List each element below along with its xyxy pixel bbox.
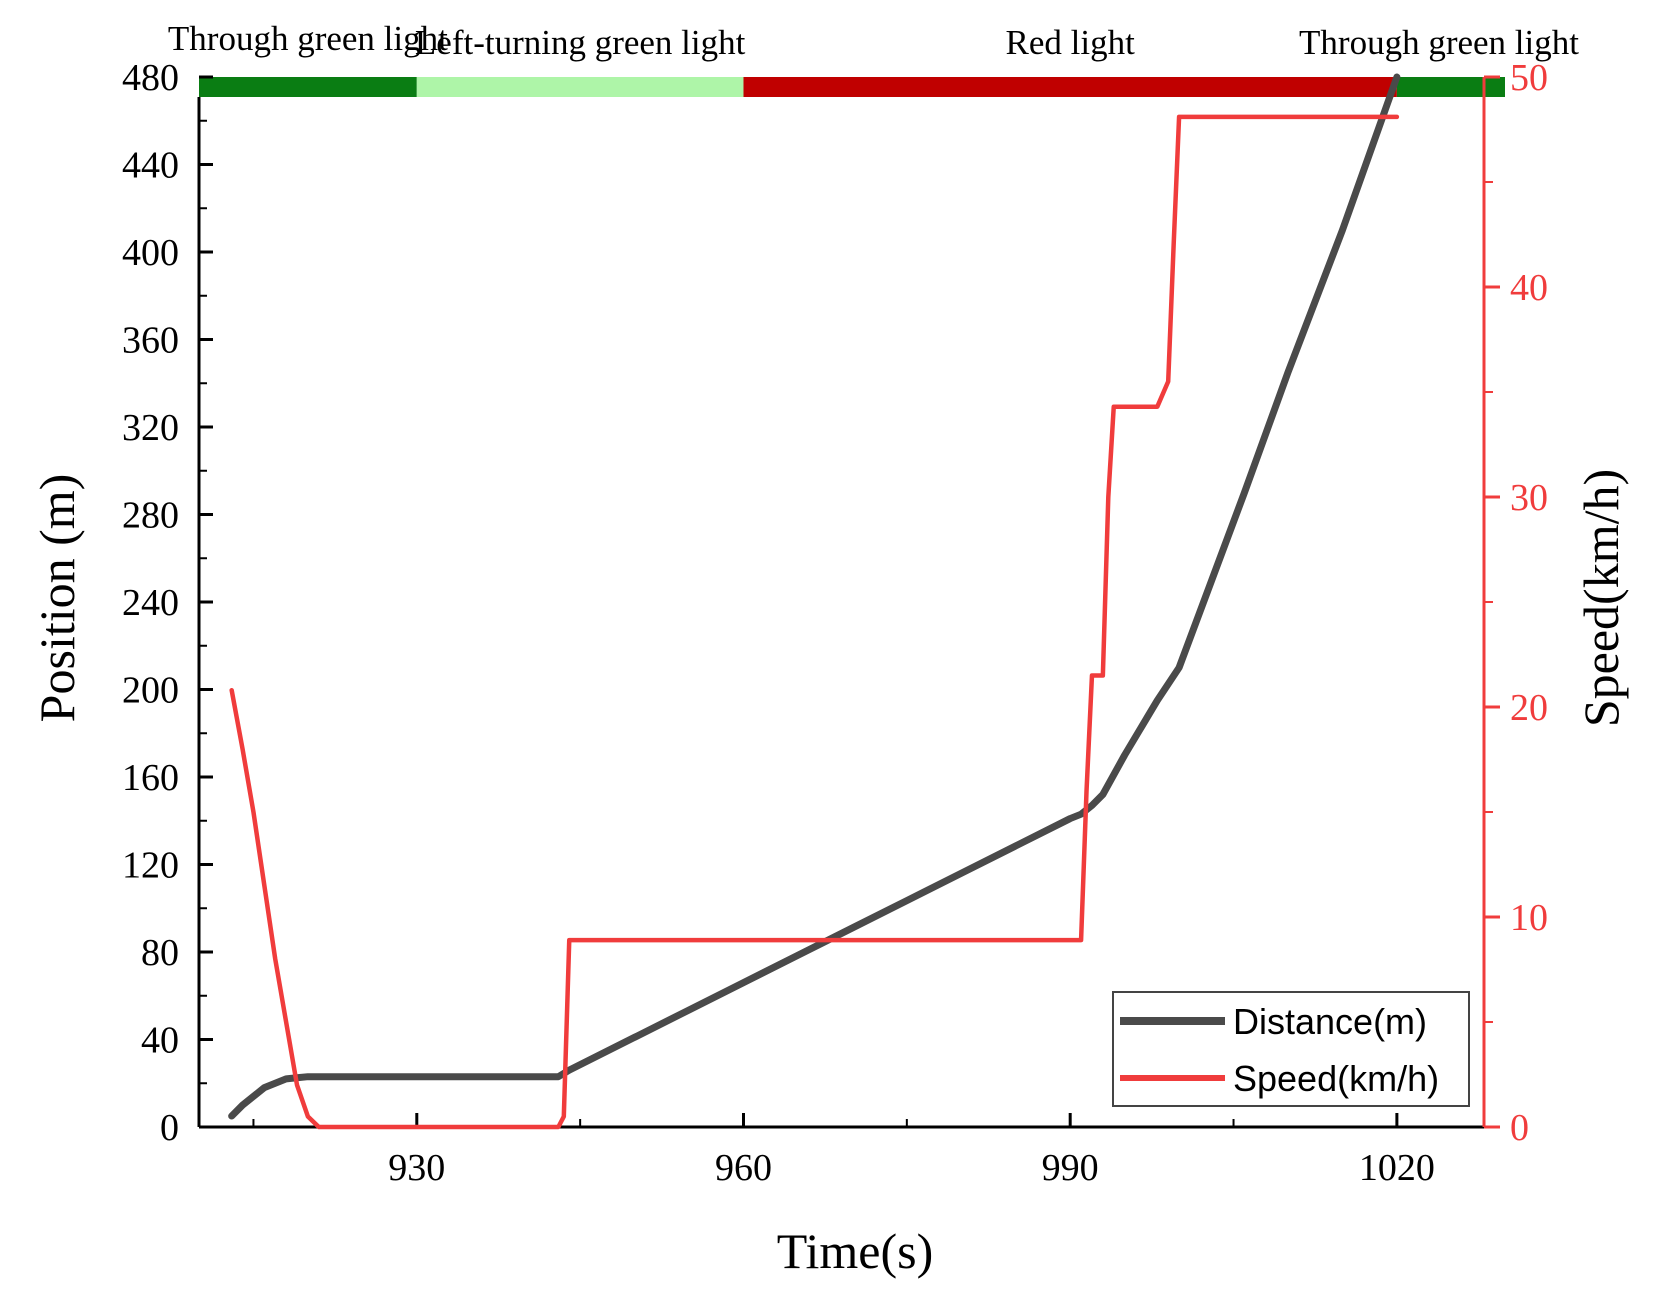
phase-label-3: Through green light	[1299, 23, 1579, 62]
y2-axis-title: Speed(km/h)	[1573, 469, 1629, 727]
x-tick-label: 1020	[1359, 1147, 1435, 1189]
x-axis-title: Time(s)	[777, 1223, 934, 1279]
y-tick-label: 480	[122, 57, 179, 99]
y2-tick-label: 20	[1510, 687, 1548, 729]
x-tick-label: 930	[388, 1147, 445, 1189]
x-tick-label: 990	[1042, 1147, 1099, 1189]
y-tick-label: 80	[141, 932, 179, 974]
series-layer	[228, 73, 1401, 1130]
y-tick-label: 280	[122, 495, 179, 537]
y-tick-label: 200	[122, 670, 179, 712]
y2-tick-label: 0	[1510, 1107, 1529, 1149]
phase-bar-1	[416, 77, 744, 97]
signal-phase-bars	[199, 77, 1505, 97]
chart-axes: 0408012016020024028032036040044048001020…	[122, 57, 1548, 1189]
legend-box	[1112, 991, 1470, 1107]
y-tick-label: 400	[122, 232, 179, 274]
series-line-distance	[228, 73, 1401, 1120]
phase-label-0: Through green light	[168, 19, 448, 58]
x-tick-label: 960	[715, 1147, 772, 1189]
y-tick-label: 240	[122, 582, 179, 624]
y-tick-label: 320	[122, 407, 179, 449]
y-tick-label: 440	[122, 145, 179, 187]
phase-bar-3	[1396, 77, 1505, 97]
y2-tick-label: 30	[1510, 477, 1548, 519]
legend-label-speed: Speed(km/h)	[1233, 1058, 1439, 1099]
y-tick-label: 160	[122, 757, 179, 799]
phase-bar-2	[743, 77, 1397, 97]
y-tick-label: 40	[141, 1020, 179, 1062]
legend-label-distance: Distance(m)	[1233, 1001, 1427, 1042]
series-line-speed	[229, 114, 1400, 1130]
y-tick-label: 120	[122, 845, 179, 887]
y2-tick-label: 40	[1510, 267, 1548, 309]
phase-label-2: Red light	[1006, 23, 1136, 62]
phase-bar-0	[199, 77, 417, 97]
y2-tick-label: 50	[1510, 57, 1548, 99]
phase-label-1: Left-turning green light	[415, 23, 746, 62]
y2-tick-label: 10	[1510, 897, 1548, 939]
y-tick-label: 360	[122, 320, 179, 362]
y-axis-title: Position (m)	[29, 474, 85, 723]
y-tick-label: 0	[160, 1107, 179, 1149]
legend: Distance(m) Speed(km/h)	[1112, 991, 1470, 1107]
